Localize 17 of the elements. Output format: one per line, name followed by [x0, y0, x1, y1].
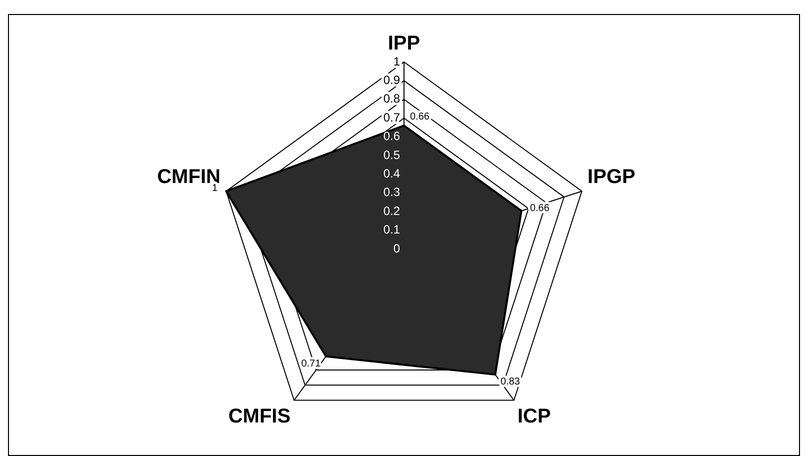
data-label: 1 — [212, 183, 218, 194]
y-tick-label: 0.3 — [383, 185, 400, 200]
data-label: 0.66 — [410, 111, 430, 122]
spoke-label: IPGP — [588, 166, 636, 188]
y-tick-label: 0.7 — [383, 110, 400, 124]
y-tick-label: 0.6 — [383, 129, 400, 144]
y-tick-label: 1 — [393, 54, 400, 68]
y-tick-label: 0 — [393, 241, 400, 256]
y-tick-label: 0.8 — [383, 92, 400, 106]
y-tick-label: 0.1 — [383, 222, 400, 237]
y-tick-label: 0.2 — [383, 204, 400, 218]
spoke-label: ICP — [517, 406, 551, 428]
y-tick-label: 0.5 — [383, 148, 400, 162]
y-tick-label: 0.4 — [383, 166, 400, 181]
spoke-label: CMFIS — [228, 406, 291, 428]
spoke-label: IPP — [388, 32, 420, 55]
y-tick-label: 0.9 — [383, 73, 400, 88]
